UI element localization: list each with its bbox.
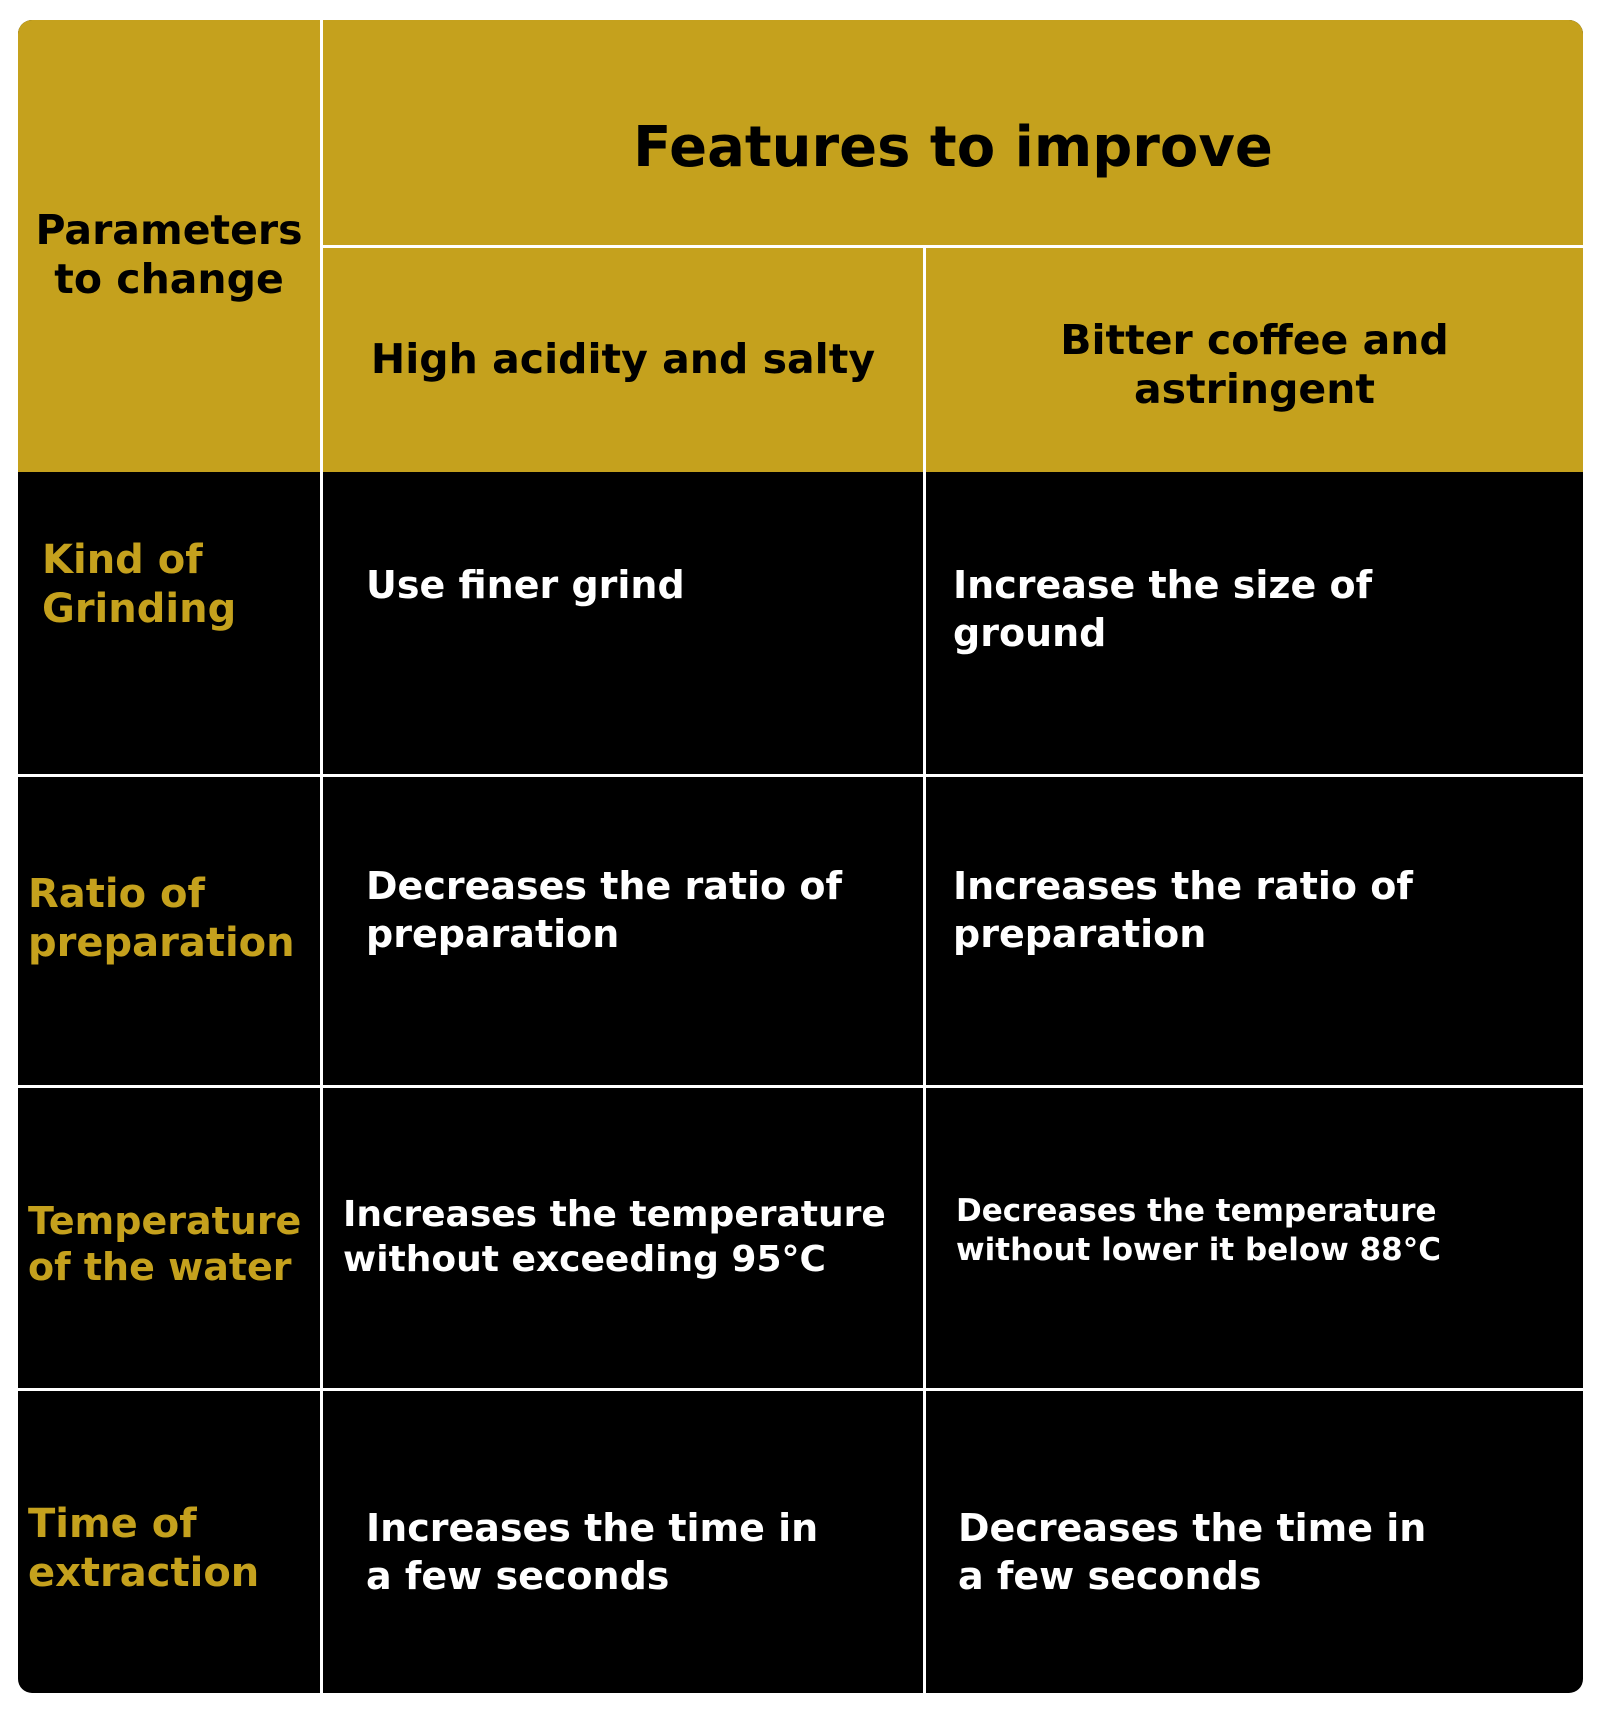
parameters-header: Parameters to change [18, 206, 320, 304]
col2-title: Bitter coffee and astringent [926, 316, 1583, 414]
grid-vline-middle [923, 245, 926, 1693]
param-line: Time of [28, 1501, 197, 1547]
row1-col2: Increase the size of ground [953, 562, 1563, 657]
content-line: preparation [953, 911, 1207, 956]
grid-hline-row3 [18, 1388, 1583, 1391]
content-line: Decreases the time in [958, 1506, 1427, 1550]
content-line: Use finer grind [366, 563, 685, 607]
content-line: Decreases the temperature [956, 1193, 1437, 1229]
param-temperature-of-water: Temperature of the water [28, 1198, 301, 1291]
col1-title: High acidity and salty [370, 335, 876, 383]
content-line: a few seconds [958, 1553, 1262, 1598]
param-line: Temperature [28, 1199, 302, 1243]
content-line: preparation [366, 911, 620, 956]
row2-col1: Decreases the ratio of preparation [366, 863, 926, 958]
row4-col1: Increases the time in a few seconds [366, 1505, 906, 1600]
row4-col2: Decreases the time in a few seconds [958, 1505, 1568, 1600]
param-line: Kind of [42, 537, 203, 583]
grid-hline-header-split [320, 245, 1583, 248]
col2-title-line1: Bitter coffee and [1060, 316, 1449, 364]
content-line: ground [953, 610, 1107, 655]
col2-title-line2: astringent [1133, 365, 1376, 414]
coffee-adjustment-table: Parameters to change Features to improve… [18, 20, 1583, 1693]
row3-col1: Increases the temperature without exceed… [343, 1192, 923, 1282]
grid-hline-row2 [18, 1085, 1583, 1088]
parameters-header-line2: to change [54, 255, 284, 304]
param-line: extraction [28, 1549, 260, 1596]
parameters-header-line1: Parameters [35, 206, 303, 254]
content-line: Increases the temperature [343, 1194, 886, 1235]
row2-col2: Increases the ratio of preparation [953, 863, 1573, 958]
row3-col2: Decreases the temperature without lower … [956, 1192, 1576, 1270]
features-title: Features to improve [633, 115, 1273, 180]
content-line: a few seconds [366, 1553, 670, 1598]
content-line: without lower it below 88°C [956, 1231, 1441, 1268]
content-line: Decreases the ratio of [366, 864, 843, 908]
content-line: Increase the size of [953, 563, 1373, 607]
grid-vline-left [320, 20, 323, 1693]
param-kind-of-grinding: Kind of Grinding [42, 536, 236, 634]
row1-col1: Use finer grind [366, 562, 906, 610]
param-line: of the water [28, 1245, 292, 1290]
param-line: Grinding [42, 585, 237, 632]
content-line: without exceeding 95°C [343, 1239, 826, 1280]
param-line: Ratio of [28, 871, 205, 917]
content-line: Increases the time in [366, 1506, 819, 1550]
grid-hline-row1 [18, 774, 1583, 777]
param-time-of-extraction: Time of extraction [28, 1500, 259, 1598]
content-line: Increases the ratio of [953, 864, 1413, 908]
param-ratio-of-preparation: Ratio of preparation [28, 870, 295, 968]
param-line: preparation [28, 919, 295, 966]
